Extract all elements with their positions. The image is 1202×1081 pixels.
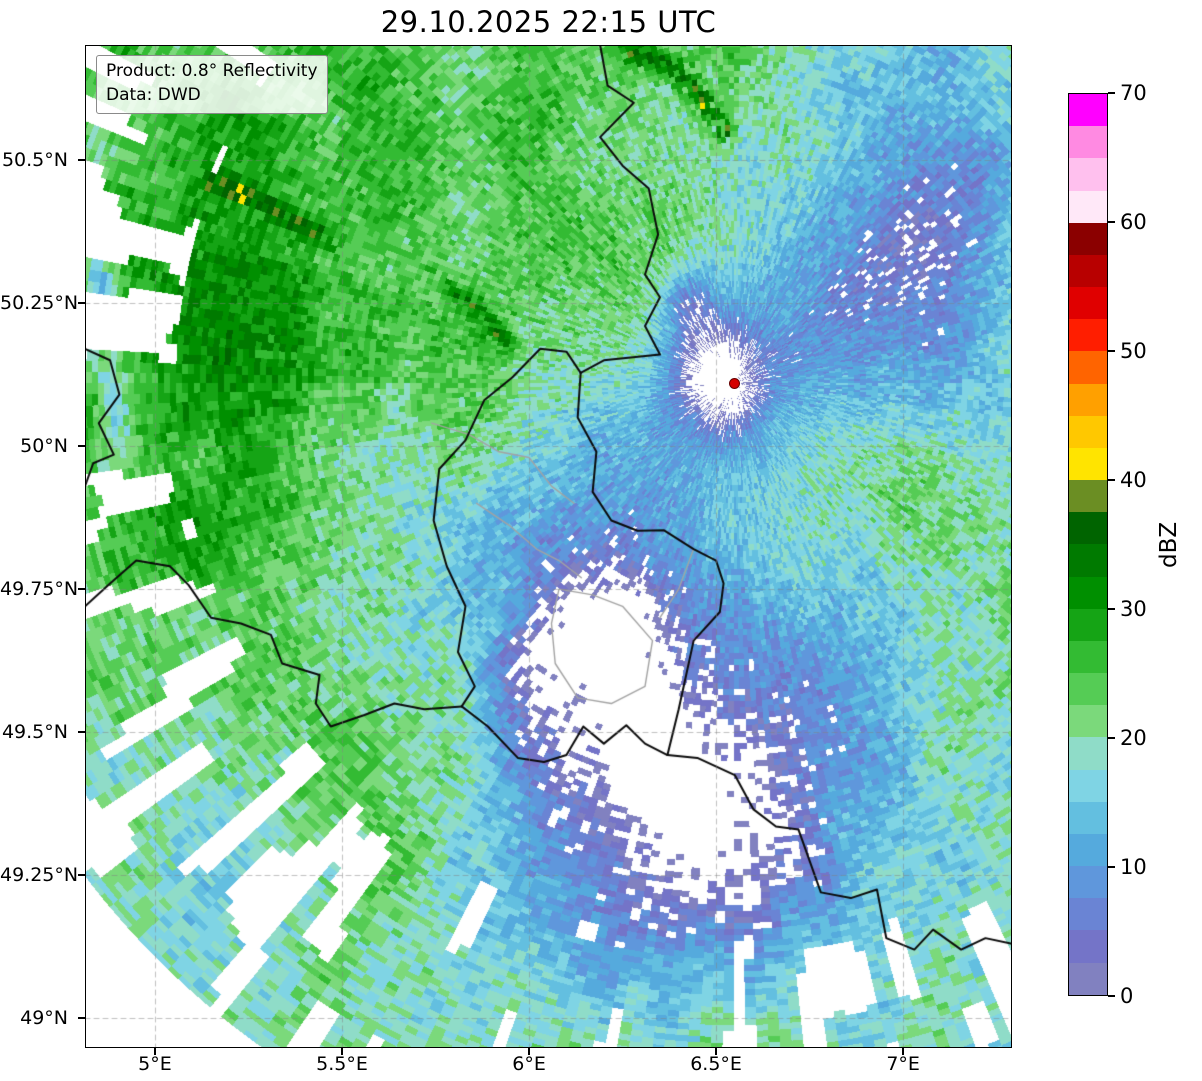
colorbar-segment	[1069, 673, 1107, 706]
x-tick-mark	[528, 1048, 530, 1055]
colorbar-segment	[1069, 383, 1107, 416]
colorbar-tick-mark	[1108, 479, 1115, 481]
y-tick-mark	[78, 445, 85, 447]
colorbar-segment	[1069, 576, 1107, 609]
colorbar-segment	[1069, 190, 1107, 223]
y-tick-mark	[78, 588, 85, 590]
colorbar-tick-label: 70	[1120, 81, 1147, 105]
colorbar-tick-label: 20	[1120, 726, 1147, 750]
colorbar-segment	[1069, 898, 1107, 931]
colorbar-gradient	[1069, 94, 1107, 995]
colorbar-tick-mark	[1108, 608, 1115, 610]
y-tick-label: 49°N	[20, 1007, 68, 1030]
colorbar-segment	[1069, 287, 1107, 320]
colorbar-segment	[1069, 801, 1107, 834]
colorbar-tick-label: 60	[1120, 210, 1147, 234]
colorbar-tick-label: 40	[1120, 468, 1147, 492]
colorbar-tick-mark	[1108, 995, 1115, 997]
x-tick-mark	[341, 1048, 343, 1055]
colorbar-tick-label: 30	[1120, 597, 1147, 621]
x-tick-label: 6°E	[512, 1053, 546, 1075]
colorbar-tick-mark	[1108, 737, 1115, 739]
colorbar-segment	[1069, 447, 1107, 481]
colorbar-tick-label: 0	[1120, 984, 1134, 1008]
colorbar-segment	[1069, 94, 1107, 127]
y-tick-label: 50.25°N	[0, 292, 79, 315]
y-tick-label: 50°N	[20, 435, 68, 458]
x-tick-mark	[902, 1048, 904, 1055]
x-tick-mark	[154, 1048, 156, 1055]
colorbar-segment	[1069, 480, 1107, 513]
y-tick-mark	[78, 302, 85, 304]
y-tick-mark	[78, 731, 85, 733]
x-tick-label: 6.5°E	[690, 1053, 742, 1075]
colorbar-segment	[1069, 415, 1107, 448]
colorbar-label: dBZ	[1156, 521, 1182, 568]
colorbar-segment	[1069, 737, 1107, 770]
colorbar-tick-mark	[1108, 866, 1115, 868]
plot-title: 29.10.2025 22:15 UTC	[380, 5, 717, 39]
x-tick-label: 5°E	[138, 1053, 172, 1075]
colorbar-segment	[1069, 222, 1107, 255]
x-tick-label: 5.5°E	[316, 1053, 368, 1075]
x-tick-label: 7°E	[886, 1053, 920, 1075]
x-tick-mark	[715, 1048, 717, 1055]
colorbar-segment	[1069, 319, 1107, 352]
colorbar-segment	[1069, 930, 1107, 963]
colorbar-segment	[1069, 512, 1107, 545]
colorbar-tick-mark	[1108, 350, 1115, 352]
radar-map: Product: 0.8° Reflectivity Data: DWD	[85, 45, 1012, 1048]
colorbar-segment	[1069, 254, 1107, 288]
y-tick-label: 50.5°N	[1, 149, 68, 171]
colorbar-tick-label: 10	[1120, 855, 1147, 879]
colorbar-segment	[1069, 962, 1107, 995]
product-info-source: Data: DWD	[106, 84, 201, 105]
radar-map-canvas	[85, 45, 1012, 1048]
product-info-box: Product: 0.8° Reflectivity Data: DWD	[96, 55, 328, 114]
colorbar-tick-mark	[1108, 221, 1115, 223]
colorbar-segment	[1069, 158, 1107, 191]
y-tick-label: 49.5°N	[1, 721, 68, 744]
y-tick-mark	[78, 874, 85, 876]
colorbar-segment	[1069, 640, 1107, 674]
colorbar-tick-mark	[1108, 92, 1115, 94]
y-tick-mark	[78, 1017, 85, 1019]
colorbar-segment	[1069, 608, 1107, 641]
colorbar-segment	[1069, 866, 1107, 899]
y-tick-mark	[78, 159, 85, 161]
colorbar-segment	[1069, 351, 1107, 384]
product-info-product: Product: 0.8° Reflectivity	[106, 61, 318, 81]
colorbar	[1068, 93, 1108, 996]
colorbar-tick-label: 50	[1120, 339, 1147, 363]
colorbar-segment	[1069, 705, 1107, 738]
colorbar-segment	[1069, 769, 1107, 802]
colorbar-segment	[1069, 833, 1107, 867]
y-tick-label: 49.75°N	[0, 578, 79, 601]
colorbar-segment	[1069, 126, 1107, 159]
colorbar-segment	[1069, 544, 1107, 577]
y-tick-label: 49.25°N	[0, 864, 79, 887]
radar-site-marker	[728, 377, 740, 389]
